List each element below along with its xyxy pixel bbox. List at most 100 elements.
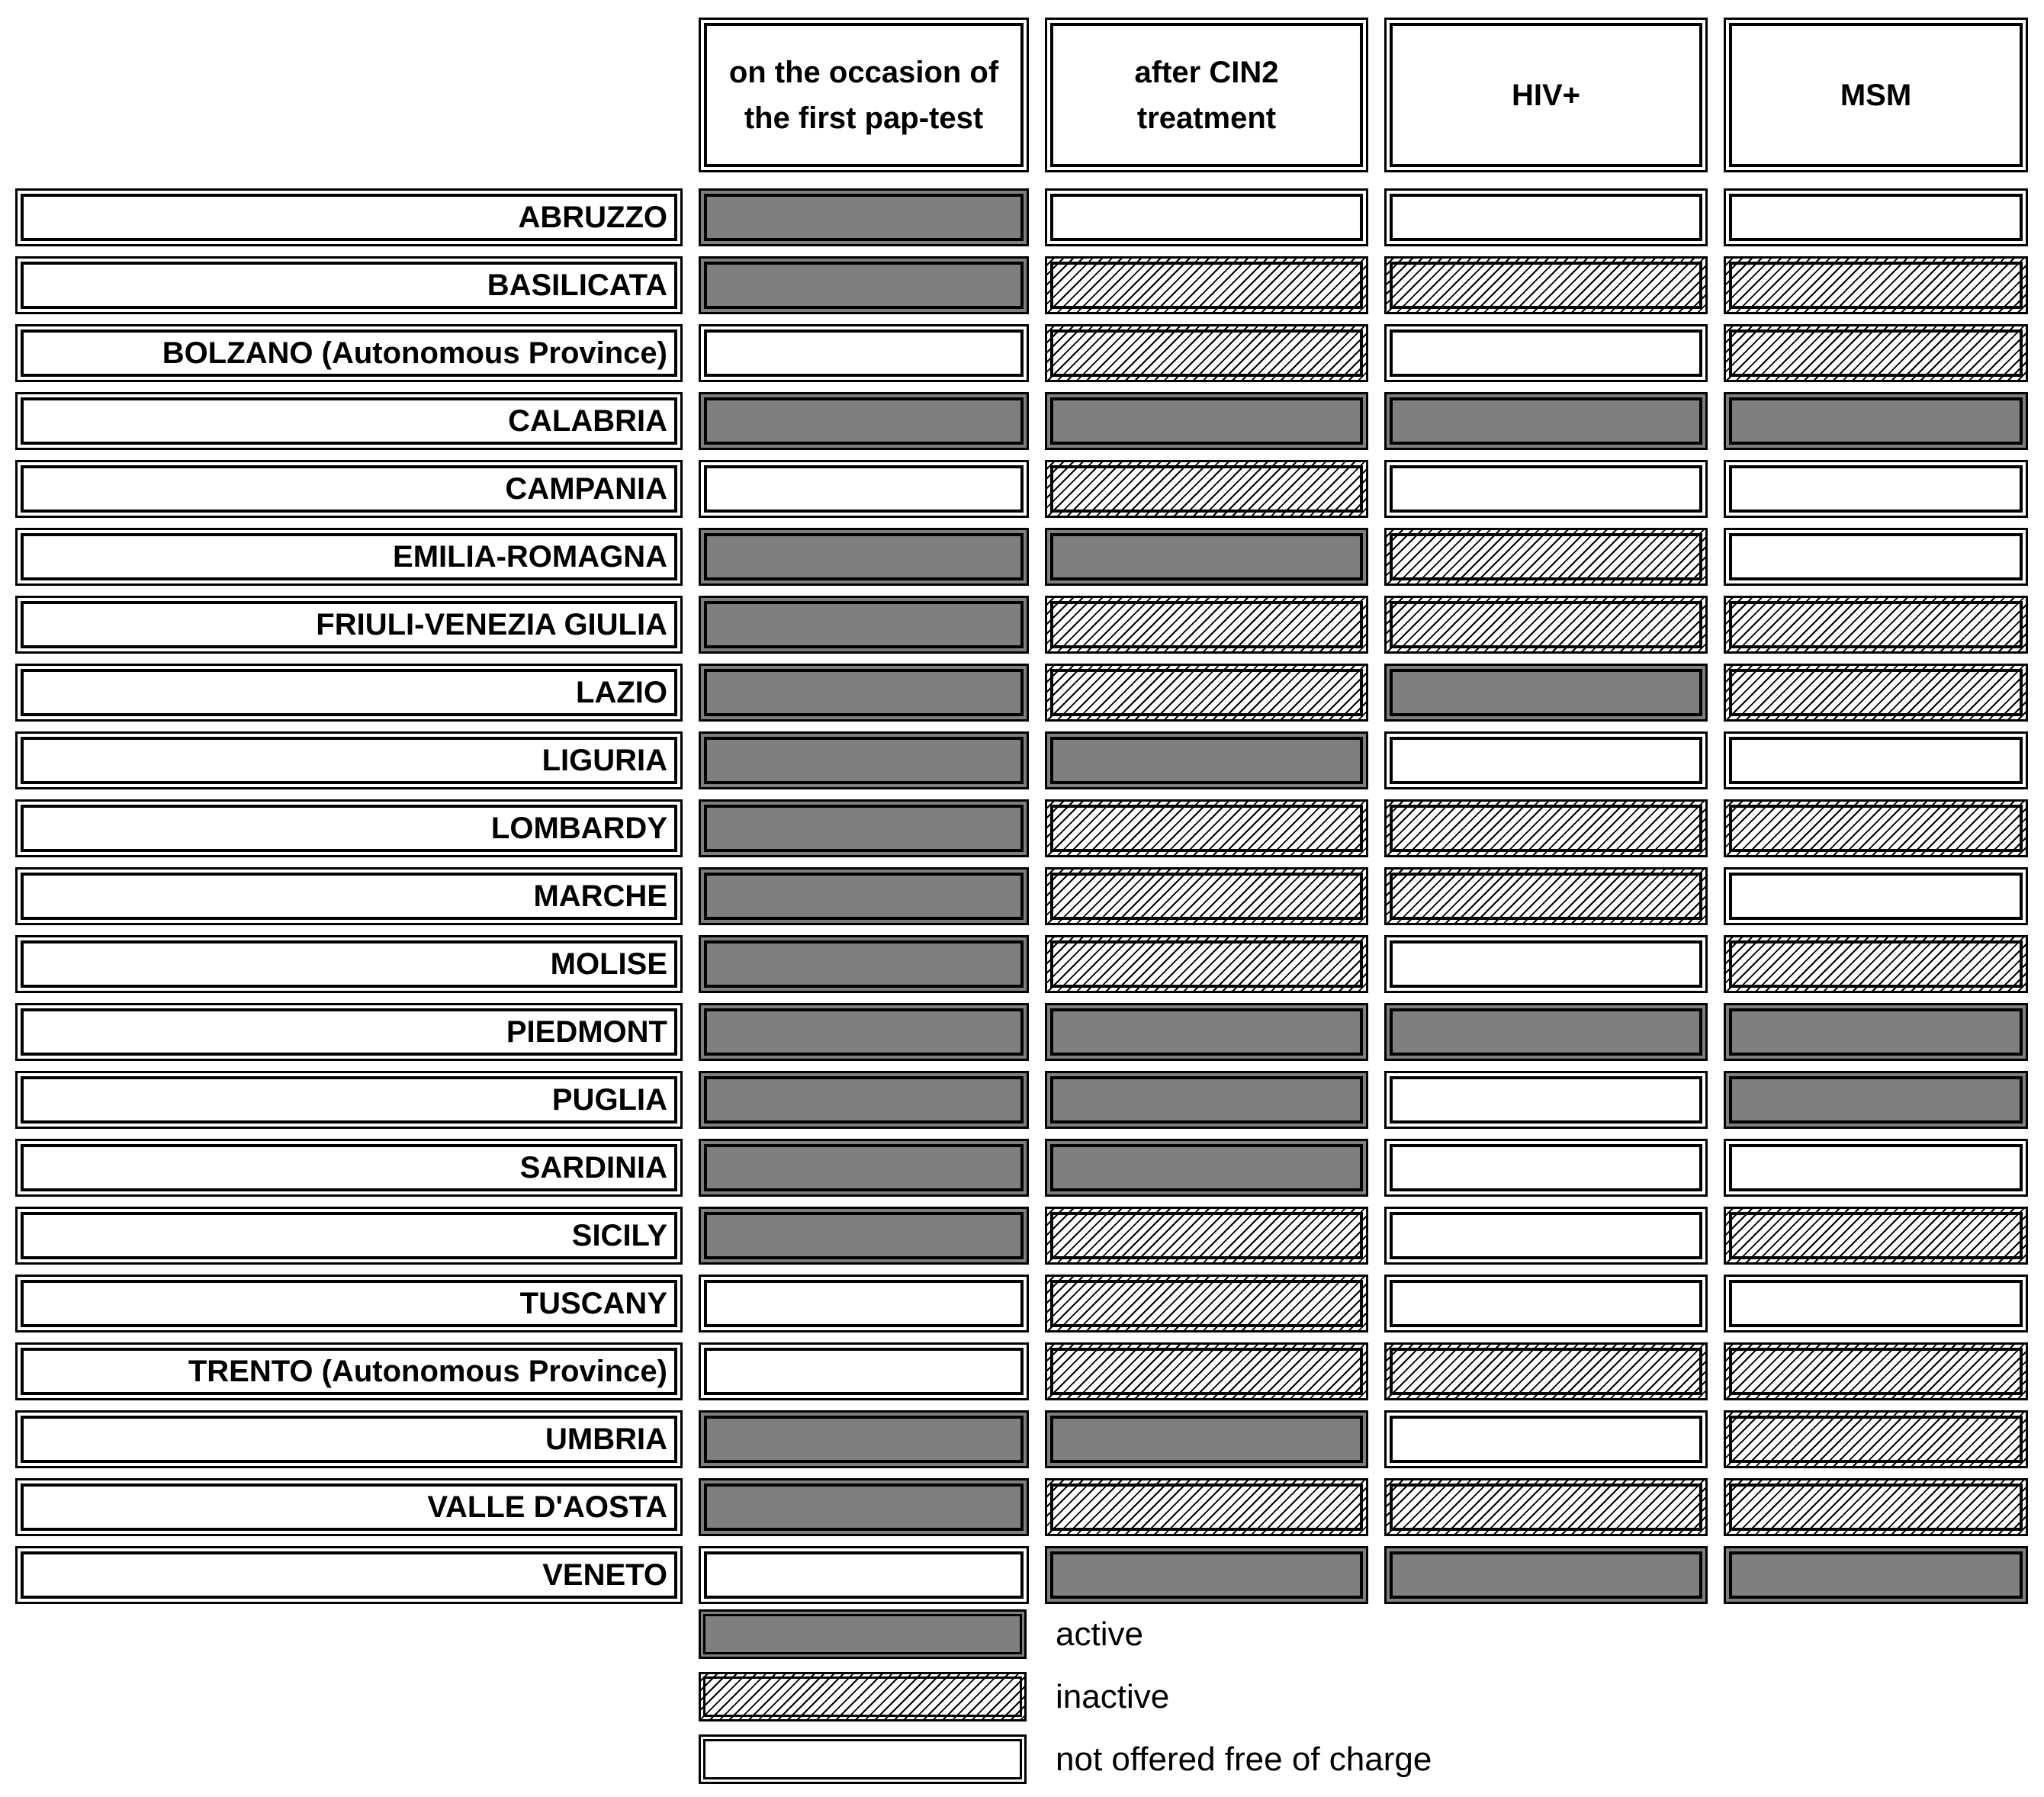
region-label-text: SICILY bbox=[571, 1218, 667, 1252]
region-label-piedmont: PIEDMONT bbox=[15, 1003, 683, 1061]
cell-emilia-romagna-hiv bbox=[1384, 528, 1708, 586]
region-label-text: LIGURIA bbox=[542, 743, 667, 777]
cell-trento-autonomous-province-on-the-occasion-of-the-first-pap-test bbox=[699, 1342, 1029, 1400]
cell-emilia-romagna-on-the-occasion-of-the-first-pap-test bbox=[699, 528, 1029, 586]
cell-liguria-hiv bbox=[1384, 731, 1708, 789]
cell-piedmont-hiv bbox=[1384, 1003, 1708, 1061]
cell-abruzzo-on-the-occasion-of-the-first-pap-test bbox=[699, 188, 1029, 246]
region-label-text: EMILIA-ROMAGNA bbox=[393, 539, 667, 574]
region-label-veneto: VENETO bbox=[15, 1546, 683, 1604]
cell-lombardy-hiv bbox=[1384, 799, 1708, 857]
region-label-sicily: SICILY bbox=[15, 1207, 683, 1265]
cell-calabria-on-the-occasion-of-the-first-pap-test bbox=[699, 392, 1029, 450]
region-label-puglia: PUGLIA bbox=[15, 1071, 683, 1129]
cell-campania-on-the-occasion-of-the-first-pap-test bbox=[699, 460, 1029, 518]
column-header-label: after CIN2 treatment bbox=[1134, 55, 1279, 135]
cell-puglia-msm bbox=[1724, 1071, 2028, 1129]
region-label-valle-d-aosta: VALLE D'AOSTA bbox=[15, 1478, 683, 1536]
cell-bolzano-autonomous-province-msm bbox=[1724, 324, 2028, 382]
cell-valle-d-aosta-on-the-occasion-of-the-first-pap-test bbox=[699, 1478, 1029, 1536]
cell-liguria-after-cin2-treatment bbox=[1045, 731, 1368, 789]
cell-marche-on-the-occasion-of-the-first-pap-test bbox=[699, 867, 1029, 925]
cell-calabria-hiv bbox=[1384, 392, 1708, 450]
cell-emilia-romagna-after-cin2-treatment bbox=[1045, 528, 1368, 586]
cell-bolzano-autonomous-province-after-cin2-treatment bbox=[1045, 324, 1368, 382]
region-label-liguria: LIGURIA bbox=[15, 731, 683, 789]
cell-marche-after-cin2-treatment bbox=[1045, 867, 1368, 925]
cell-basilicata-after-cin2-treatment bbox=[1045, 256, 1368, 314]
region-label-tuscany: TUSCANY bbox=[15, 1275, 683, 1332]
cell-sardinia-after-cin2-treatment bbox=[1045, 1139, 1368, 1197]
cell-marche-msm bbox=[1724, 867, 2028, 925]
cell-veneto-on-the-occasion-of-the-first-pap-test bbox=[699, 1546, 1029, 1604]
legend-label-inactive: inactive bbox=[1056, 1677, 1170, 1715]
cell-sardinia-msm bbox=[1724, 1139, 2028, 1197]
region-label-bolzano-autonomous-province: BOLZANO (Autonomous Province) bbox=[15, 324, 683, 382]
cell-marche-hiv bbox=[1384, 867, 1708, 925]
legend: active inactive not offered free of charge bbox=[699, 1609, 1432, 1797]
region-label-lazio: LAZIO bbox=[15, 664, 683, 722]
region-label-text: VENETO bbox=[542, 1558, 667, 1592]
region-label-text: BOLZANO (Autonomous Province) bbox=[162, 336, 667, 370]
cell-puglia-hiv bbox=[1384, 1071, 1708, 1129]
cell-molise-hiv bbox=[1384, 935, 1708, 993]
region-label-text: LOMBARDY bbox=[490, 811, 667, 845]
cell-friuli-venezia-giulia-hiv bbox=[1384, 596, 1708, 654]
cell-valle-d-aosta-after-cin2-treatment bbox=[1045, 1478, 1368, 1536]
legend-item-inactive: inactive bbox=[699, 1672, 1432, 1721]
cell-lazio-msm bbox=[1724, 664, 2028, 722]
region-label-basilicata: BASILICATA bbox=[15, 256, 683, 314]
cell-sardinia-on-the-occasion-of-the-first-pap-test bbox=[699, 1139, 1029, 1197]
column-header-label: HIV+ bbox=[1511, 78, 1581, 112]
region-label-text: LAZIO bbox=[576, 675, 667, 709]
region-label-text: ABRUZZO bbox=[518, 200, 667, 234]
column-header-label: MSM bbox=[1840, 78, 1912, 112]
region-label-text: UMBRIA bbox=[545, 1422, 667, 1456]
cell-basilicata-msm bbox=[1724, 256, 2028, 314]
region-offer-matrix: ABRUZZO BASILICATA BOLZANO (Autonomous Pro… bbox=[15, 188, 2028, 1604]
column-header-msm: MSM bbox=[1724, 18, 2028, 172]
cell-umbria-msm bbox=[1724, 1410, 2028, 1468]
cell-abruzzo-msm bbox=[1724, 188, 2028, 246]
cell-puglia-on-the-occasion-of-the-first-pap-test bbox=[699, 1071, 1029, 1129]
region-label-text: BASILICATA bbox=[487, 268, 667, 302]
cell-campania-msm bbox=[1724, 460, 2028, 518]
cell-umbria-hiv bbox=[1384, 1410, 1708, 1468]
cell-lazio-on-the-occasion-of-the-first-pap-test bbox=[699, 664, 1029, 722]
region-label-sardinia: SARDINIA bbox=[15, 1139, 683, 1197]
cell-abruzzo-hiv bbox=[1384, 188, 1708, 246]
legend-swatch-active bbox=[699, 1609, 1027, 1659]
region-label-text: SARDINIA bbox=[519, 1150, 667, 1185]
cell-bolzano-autonomous-province-hiv bbox=[1384, 324, 1708, 382]
legend-label-active: active bbox=[1056, 1615, 1143, 1653]
region-label-calabria: CALABRIA bbox=[15, 392, 683, 450]
region-label-friuli-venezia-giulia: FRIULI-VENEZIA GIULIA bbox=[15, 596, 683, 654]
cell-emilia-romagna-msm bbox=[1724, 528, 2028, 586]
cell-valle-d-aosta-hiv bbox=[1384, 1478, 1708, 1536]
cell-sicily-msm bbox=[1724, 1207, 2028, 1265]
cell-friuli-venezia-giulia-after-cin2-treatment bbox=[1045, 596, 1368, 654]
cell-lombardy-on-the-occasion-of-the-first-pap-test bbox=[699, 799, 1029, 857]
cell-lazio-hiv bbox=[1384, 664, 1708, 722]
legend-swatch-not-offered bbox=[699, 1734, 1027, 1784]
cell-bolzano-autonomous-province-on-the-occasion-of-the-first-pap-test bbox=[699, 324, 1029, 382]
cell-trento-autonomous-province-msm bbox=[1724, 1342, 2028, 1400]
region-label-text: TUSCANY bbox=[519, 1286, 667, 1320]
region-label-text: MOLISE bbox=[550, 947, 667, 981]
region-label-lombardy: LOMBARDY bbox=[15, 799, 683, 857]
cell-trento-autonomous-province-hiv bbox=[1384, 1342, 1708, 1400]
region-label-emilia-romagna: EMILIA-ROMAGNA bbox=[15, 528, 683, 586]
cell-sardinia-hiv bbox=[1384, 1139, 1708, 1197]
cell-lazio-after-cin2-treatment bbox=[1045, 664, 1368, 722]
cell-piedmont-msm bbox=[1724, 1003, 2028, 1061]
cell-basilicata-hiv bbox=[1384, 256, 1708, 314]
cell-tuscany-msm bbox=[1724, 1275, 2028, 1332]
cell-umbria-after-cin2-treatment bbox=[1045, 1410, 1368, 1468]
cell-veneto-hiv bbox=[1384, 1546, 1708, 1604]
cell-sicily-hiv bbox=[1384, 1207, 1708, 1265]
column-header-row: on the occasion of the first pap-test aft… bbox=[699, 18, 2028, 172]
cell-molise-after-cin2-treatment bbox=[1045, 935, 1368, 993]
cell-tuscany-on-the-occasion-of-the-first-pap-test bbox=[699, 1275, 1029, 1332]
cell-puglia-after-cin2-treatment bbox=[1045, 1071, 1368, 1129]
region-label-marche: MARCHE bbox=[15, 867, 683, 925]
